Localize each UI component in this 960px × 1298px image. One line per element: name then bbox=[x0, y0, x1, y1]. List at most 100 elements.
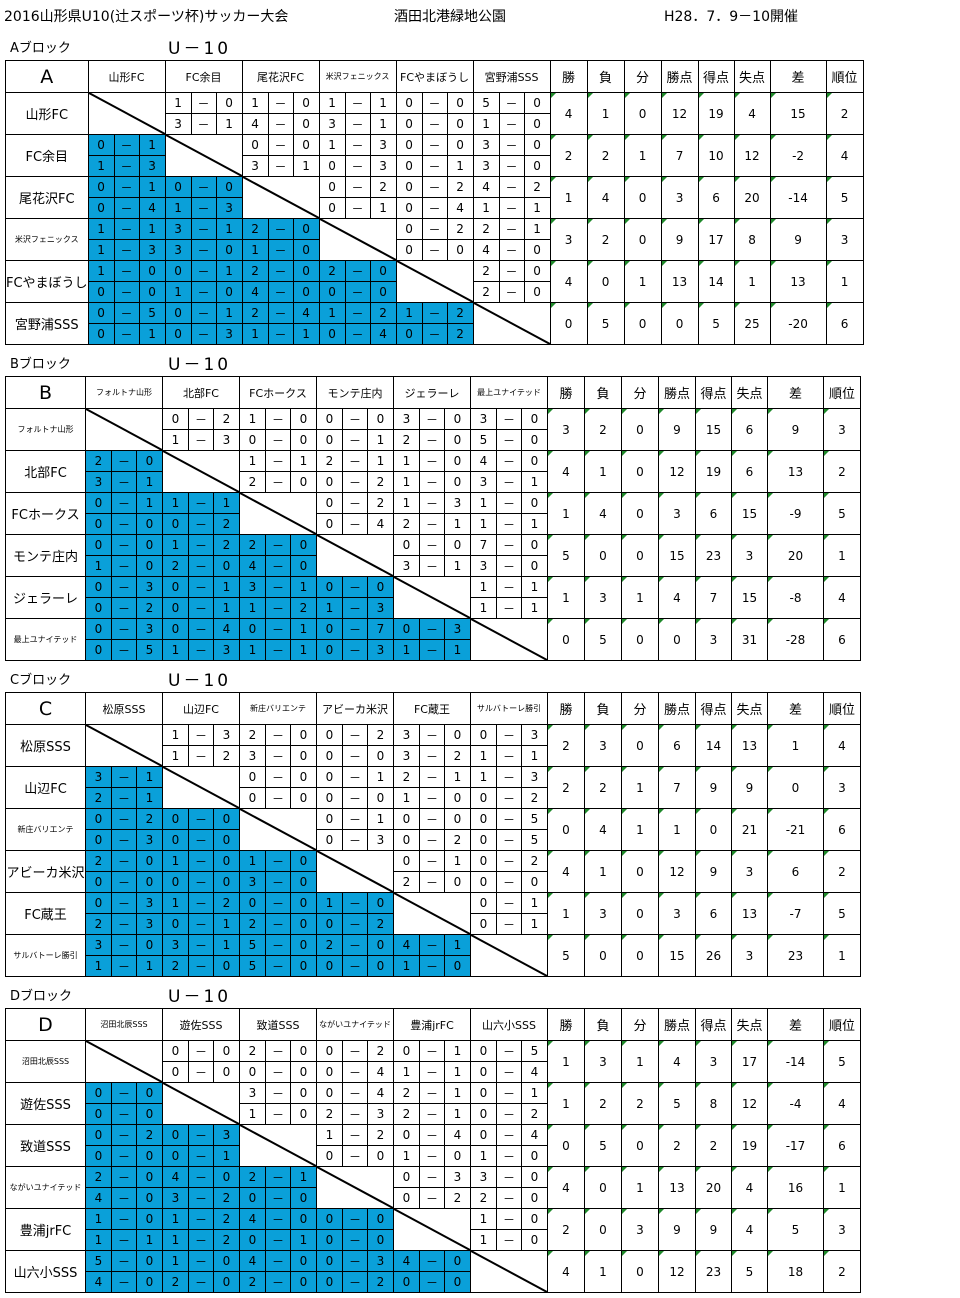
stat-header: 差 bbox=[767, 376, 824, 409]
score-away: 1 bbox=[521, 597, 548, 619]
score-dash: － bbox=[265, 450, 291, 472]
score-home: 0 bbox=[316, 1061, 343, 1083]
score-away: 0 bbox=[290, 1040, 317, 1062]
row-team-name: 山形FC bbox=[5, 92, 89, 135]
column-team-name: 致道SSS bbox=[239, 1008, 317, 1041]
stat-value: 12 bbox=[660, 92, 699, 135]
row-team-name: サルバトーレ勝引 bbox=[5, 934, 86, 977]
stat-value: 6 bbox=[731, 408, 768, 451]
score-away: 0 bbox=[444, 808, 471, 830]
score-away: 0 bbox=[290, 1061, 317, 1083]
stat-value: 9 bbox=[695, 850, 732, 893]
score-dash: － bbox=[267, 239, 294, 261]
stat-value: 0 bbox=[584, 1166, 622, 1209]
stat-value: 1 bbox=[623, 134, 662, 177]
score-dash: － bbox=[190, 260, 217, 282]
stat-value: 4 bbox=[733, 92, 771, 135]
score-dash: － bbox=[496, 408, 522, 430]
score-away: 2 bbox=[446, 302, 474, 324]
block-corner-letter: C bbox=[5, 692, 86, 725]
score-home: 0 bbox=[393, 850, 420, 872]
score-home: 0 bbox=[164, 260, 192, 282]
score-away: 0 bbox=[367, 934, 394, 956]
score-dash: － bbox=[267, 218, 294, 240]
score-away: 0 bbox=[367, 1229, 394, 1251]
stat-value: 2 bbox=[547, 724, 585, 767]
score-home: 0 bbox=[316, 492, 343, 514]
score-home: 1 bbox=[393, 787, 420, 809]
score-away: 5 bbox=[138, 302, 166, 324]
stat-value: 4 bbox=[547, 1166, 585, 1209]
score-home: 0 bbox=[470, 913, 497, 935]
stat-value: 7 bbox=[658, 766, 696, 809]
stat-value: 6 bbox=[767, 850, 824, 893]
score-away: 1 bbox=[367, 808, 394, 830]
column-team-name: モンテ庄内 bbox=[316, 376, 394, 409]
score-home: 1 bbox=[470, 766, 497, 788]
score-away: 0 bbox=[444, 471, 471, 493]
self-match-cell bbox=[239, 808, 317, 851]
score-away: 2 bbox=[367, 1271, 394, 1293]
score-dash: － bbox=[344, 176, 371, 198]
stat-value: 0 bbox=[623, 92, 662, 135]
score-away: 0 bbox=[215, 239, 243, 261]
score-home: 0 bbox=[162, 408, 189, 430]
score-home: 2 bbox=[472, 260, 500, 282]
score-dash: － bbox=[111, 1103, 137, 1125]
score-home: 1 bbox=[393, 639, 420, 661]
score-home: 0 bbox=[470, 829, 497, 851]
stat-value: 13 bbox=[731, 724, 768, 767]
score-away: 1 bbox=[523, 218, 551, 240]
score-dash: － bbox=[342, 808, 368, 830]
score-away: 0 bbox=[136, 1271, 163, 1293]
score-home: 0 bbox=[316, 1208, 343, 1230]
stat-value: 3 bbox=[731, 534, 768, 577]
stat-value: 4 bbox=[584, 492, 622, 535]
match-row: 米沢フェニックス 1 － 1 3 － 1 2 － 0 0 － 2 2 － 1 3 2 0 9 17 8 9 3 bbox=[5, 218, 864, 261]
score-home: 0 bbox=[164, 323, 192, 345]
column-team-name: 山辺FC bbox=[162, 692, 240, 725]
score-away: 2 bbox=[136, 1124, 163, 1146]
score-dash: － bbox=[342, 1271, 368, 1293]
score-dash: － bbox=[419, 808, 445, 830]
stat-value: 5 bbox=[658, 1082, 696, 1125]
score-home: 0 bbox=[393, 534, 420, 556]
score-home: 1 bbox=[470, 1229, 497, 1251]
column-team-name: アビーカ米沢 bbox=[316, 692, 394, 725]
score-away: 0 bbox=[444, 534, 471, 556]
score-dash: － bbox=[496, 850, 522, 872]
score-away: 0 bbox=[521, 1229, 548, 1251]
score-dash: － bbox=[111, 1145, 137, 1167]
stat-value: 1 bbox=[547, 492, 585, 535]
score-dash: － bbox=[419, 1124, 445, 1146]
score-home: 3 bbox=[162, 1187, 189, 1209]
stat-value: 12 bbox=[658, 850, 696, 893]
stat-value: 1 bbox=[584, 850, 622, 893]
row-team-name: 山辺FC bbox=[5, 766, 86, 809]
score-away: 3 bbox=[215, 323, 243, 345]
match-row: 4 － 0 3 － 2 0 － 0 0 － 2 2 － 0 bbox=[6, 1187, 861, 1209]
score-dash: － bbox=[188, 1250, 214, 1272]
score-away: 1 bbox=[367, 450, 394, 472]
score-home: 0 bbox=[162, 1124, 189, 1146]
score-home: 3 bbox=[162, 934, 189, 956]
score-dash: － bbox=[342, 639, 368, 661]
score-away: 1 bbox=[444, 934, 471, 956]
score-dash: － bbox=[498, 92, 525, 114]
row-team-name: FCやまぼうし bbox=[5, 260, 89, 303]
score-away: 3 bbox=[367, 1250, 394, 1272]
score-home: 1 bbox=[162, 724, 189, 746]
score-dash: － bbox=[111, 913, 137, 935]
score-home: 0 bbox=[239, 766, 266, 788]
stat-value: 15 bbox=[695, 408, 732, 451]
column-team-name: ジェラーレ bbox=[393, 376, 471, 409]
score-away: 2 bbox=[367, 1040, 394, 1062]
stat-value: 2 bbox=[825, 92, 864, 135]
score-dash: － bbox=[344, 323, 371, 345]
score-dash: － bbox=[190, 176, 217, 198]
score-away: 2 bbox=[446, 176, 474, 198]
score-dash: － bbox=[265, 1103, 291, 1125]
score-away: 2 bbox=[521, 1103, 548, 1125]
stat-value: 3 bbox=[695, 618, 732, 661]
self-match-cell bbox=[162, 450, 240, 493]
